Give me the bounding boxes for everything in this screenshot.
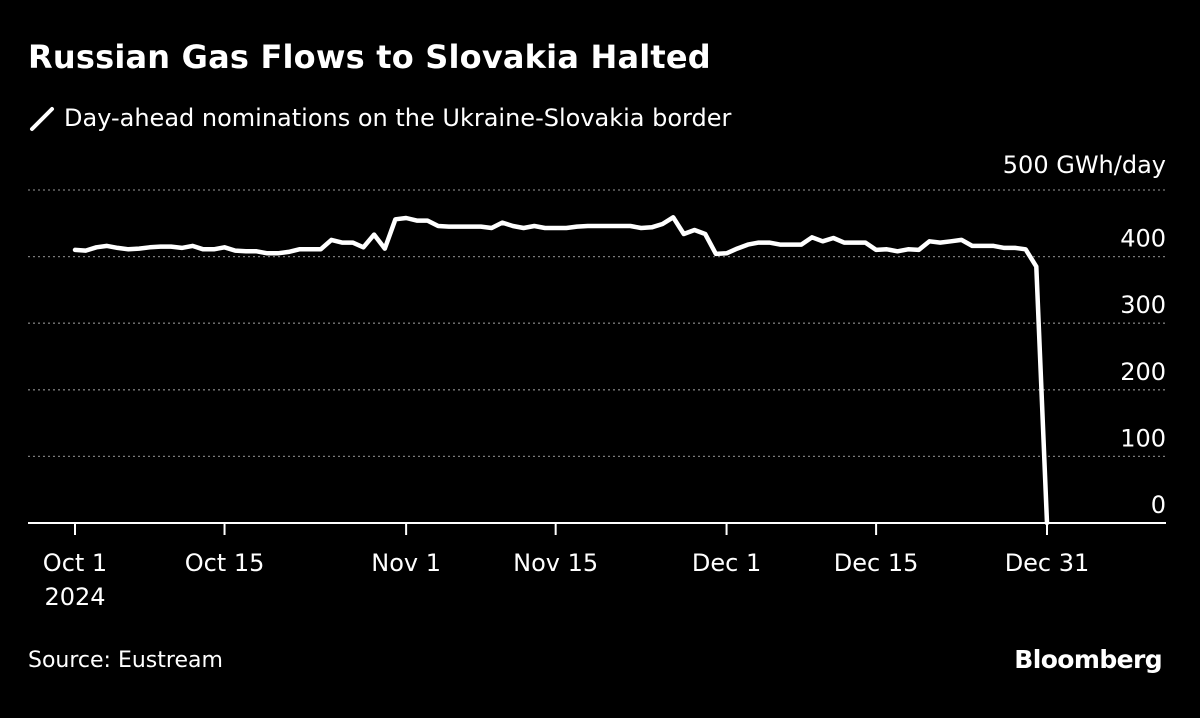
y-tick-label-400: 400 xyxy=(1120,225,1166,253)
x-tick-label: Nov 1 xyxy=(371,549,441,577)
x-tick-year-label: 2024 xyxy=(44,583,105,611)
x-tick-label: Oct 15 xyxy=(185,549,265,577)
series-line-0 xyxy=(72,215,1050,526)
y-unit-label: 500 GWh/day xyxy=(1003,151,1166,179)
y-tick-label-300: 300 xyxy=(1120,291,1166,319)
legend-line-icon xyxy=(30,107,54,131)
source-note: Source: Eustream xyxy=(28,648,223,673)
x-tick-label: Dec 1 xyxy=(692,549,761,577)
bloomberg-logo: Bloomberg xyxy=(1014,645,1162,674)
x-tick-label: Oct 1 xyxy=(43,549,107,577)
y-tick-label-0: 0 xyxy=(1151,491,1166,519)
chart-title: Russian Gas Flows to Slovakia Halted xyxy=(28,38,711,76)
x-tick-label: Dec 15 xyxy=(834,549,919,577)
legend-label: Day-ahead nominations on the Ukraine-Slo… xyxy=(64,104,732,132)
x-tick-label: Nov 15 xyxy=(513,549,598,577)
y-tick-label-200: 200 xyxy=(1120,358,1166,386)
x-tick-label: Dec 31 xyxy=(1005,549,1090,577)
legend: Day-ahead nominations on the Ukraine-Slo… xyxy=(28,103,731,133)
y-tick-label-100: 100 xyxy=(1120,424,1166,452)
